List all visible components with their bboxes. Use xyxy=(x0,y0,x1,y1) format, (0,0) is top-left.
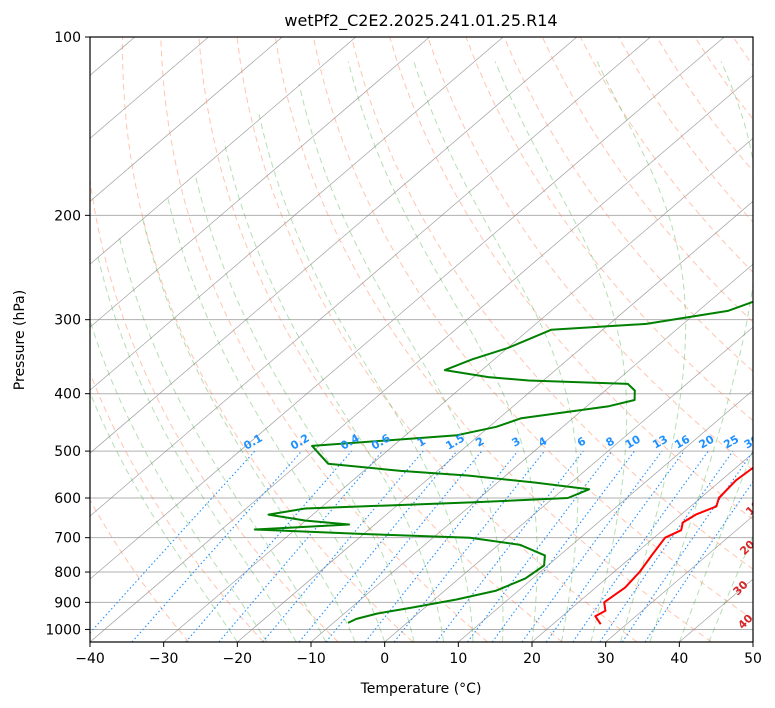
pressure-grid xyxy=(90,37,753,630)
mixing-ratio-line xyxy=(90,450,256,634)
mixing-ratio-line xyxy=(131,450,303,642)
dry-adiabat-line xyxy=(389,37,753,520)
dry-adiabat-line xyxy=(198,37,563,642)
dry-adiabat-line xyxy=(122,37,414,642)
dry-adiabat-line xyxy=(90,176,339,642)
isotherm-line xyxy=(90,37,357,265)
x-tick-label: −40 xyxy=(75,651,105,667)
isotherm-line xyxy=(458,389,753,642)
isotherm-line xyxy=(237,200,753,642)
mixing-ratio-line xyxy=(491,450,636,642)
moist-adiabat-line xyxy=(194,173,415,642)
mixing-ratio-line xyxy=(298,450,458,642)
dry-adiabat-line xyxy=(236,37,638,642)
moist-adiabat-line xyxy=(90,391,238,642)
mixing-ratio-line xyxy=(644,480,753,642)
dry-adiabat-line xyxy=(312,37,753,620)
y-tick-label: 800 xyxy=(54,565,81,581)
mixing-ratio-line xyxy=(521,450,663,642)
y-tick-label: 200 xyxy=(54,208,81,224)
moist-adiabat-line xyxy=(649,61,753,642)
dry-adiabat-line xyxy=(274,37,712,642)
isotherm-line xyxy=(310,263,753,642)
isotherm-line xyxy=(90,37,725,580)
y-tick-label: 500 xyxy=(54,444,81,460)
x-axis-title: Temperature (°C) xyxy=(360,681,482,697)
x-tick-label: 40 xyxy=(670,651,688,667)
x-tick-label: 50 xyxy=(744,651,762,667)
chart-title: wetPf2_C2E2.2025.241.01.25.R14 xyxy=(284,11,557,31)
isotherm-line xyxy=(90,37,504,391)
y-tick-label: 900 xyxy=(54,595,81,611)
dry-adiabat-line xyxy=(90,498,190,642)
moist-adiabat-line xyxy=(118,233,327,642)
moist-adiabats xyxy=(90,61,753,642)
y-axis-ticks: 100 200 300 400 500 600 700 800 900 1000 xyxy=(45,30,90,638)
dry-adiabats xyxy=(90,37,753,642)
x-tick-label: −20 xyxy=(223,651,253,667)
x-tick-label: 10 xyxy=(449,651,467,667)
isotherm-line xyxy=(384,326,753,642)
mixing-ratio-line xyxy=(262,450,424,642)
x-tick-label: 30 xyxy=(597,651,615,667)
isotherm-line xyxy=(90,37,651,517)
temperature-line xyxy=(594,466,753,625)
y-tick-label: 600 xyxy=(54,491,81,507)
moist-adiabat-line xyxy=(413,61,579,642)
isotherm-line xyxy=(90,37,578,454)
x-axis-ticks: −40 −30 −20 −10 0 10 20 30 40 50 xyxy=(75,642,762,667)
isotherm-label: 10 xyxy=(743,498,763,518)
y-tick-label: 1000 xyxy=(45,622,81,638)
isotherm-line xyxy=(90,37,430,328)
moist-adiabat-line xyxy=(166,195,386,642)
moist-adiabat-line xyxy=(596,61,687,642)
dry-adiabat-line xyxy=(90,371,264,642)
plot-frame xyxy=(89,36,754,643)
mixing-ratio-line xyxy=(364,450,519,642)
mixing-ratio-label: 30 xyxy=(742,432,762,451)
moist-adiabat-line xyxy=(494,61,628,642)
moist-adiabat-line xyxy=(90,318,268,642)
y-axis-title: Pressure (hPa) xyxy=(12,290,28,390)
x-tick-label: −30 xyxy=(149,651,179,667)
y-tick-label: 700 xyxy=(54,531,81,547)
isotherm-line xyxy=(90,37,283,202)
dry-adiabat-line xyxy=(351,37,753,570)
isotherm-line xyxy=(531,452,753,642)
dry-adiabat-label: -30 xyxy=(748,356,771,380)
y-tick-label: 300 xyxy=(54,313,81,329)
y-tick-label: 400 xyxy=(54,387,81,403)
isotherm-line xyxy=(605,515,753,642)
mixing-ratio-line xyxy=(621,450,753,642)
isotherm-line xyxy=(163,137,753,642)
x-tick-label: 0 xyxy=(380,651,389,667)
moist-adiabat-line xyxy=(678,448,753,642)
mixing-ratio-line xyxy=(325,450,483,642)
profile-lines xyxy=(253,300,753,625)
mixing-ratio-line xyxy=(435,450,584,642)
mixing-ratio-lines xyxy=(90,450,753,642)
dry-adiabat-line xyxy=(160,37,488,642)
moist-adiabat-line xyxy=(141,215,356,642)
mixing-ratio-line xyxy=(599,450,734,642)
moist-adiabat-line xyxy=(97,256,297,642)
moist-adiabat-line xyxy=(708,535,753,642)
y-tick-label: 100 xyxy=(54,30,81,46)
x-tick-label: −10 xyxy=(296,651,326,667)
mixing-ratio-line xyxy=(545,450,685,642)
moist-adiabat-line xyxy=(347,61,538,642)
plot-area: 0.10.20.40.611.52346810131620253036-100-… xyxy=(90,37,771,642)
dewpoint-line xyxy=(253,300,753,624)
x-tick-label: 20 xyxy=(523,651,541,667)
isotherm-line xyxy=(90,74,753,642)
isotherm-lines xyxy=(90,37,753,642)
moist-adiabat-line xyxy=(258,114,474,642)
mixing-ratio-line xyxy=(572,450,709,642)
